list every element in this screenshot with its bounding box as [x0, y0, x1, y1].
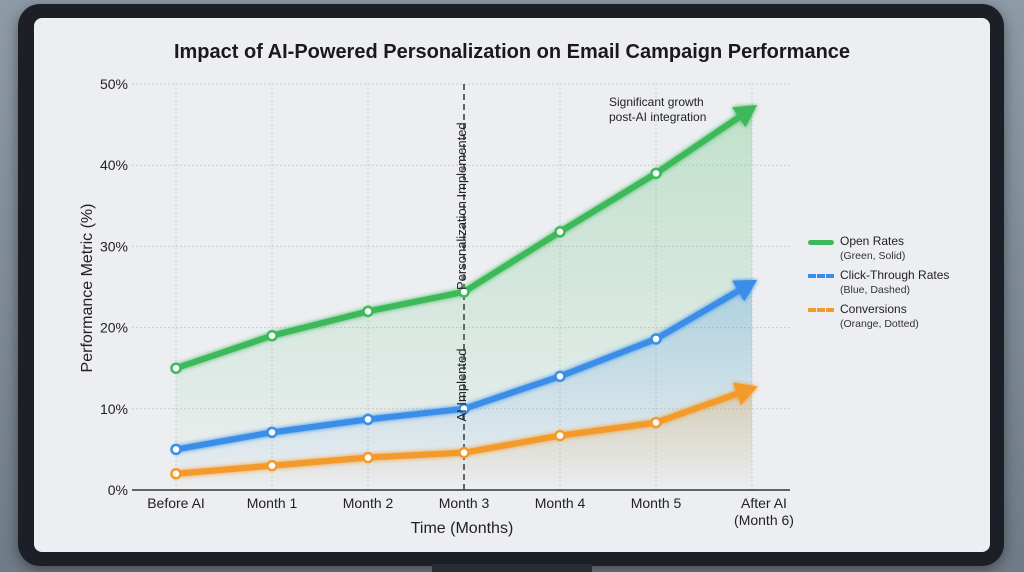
x-axis-label: Time (Months) [411, 520, 514, 537]
x-tick-label: Month 5 [631, 495, 682, 511]
legend-item-click-through: Click-Through Rates (Blue, Dashed) [808, 268, 949, 296]
y-axis-label: Performance Metric (%) [79, 204, 96, 373]
data-point [554, 226, 566, 238]
annotation-personalization: Personalization Implemented [454, 122, 469, 290]
x-tick-label: Month 2 [343, 495, 394, 511]
data-point [650, 416, 662, 429]
legend-label: Open Rates [840, 234, 905, 248]
x-tick-label: Before AI [147, 495, 205, 511]
data-point [362, 305, 374, 318]
data-point [362, 413, 374, 426]
data-point [650, 333, 662, 345]
data-point [554, 370, 566, 383]
data-point [650, 167, 662, 180]
series-arrow-icon [732, 104, 757, 128]
legend-sublabel: (Green, Solid) [840, 250, 906, 262]
legend-swatch-orange [808, 308, 834, 312]
data-point [170, 362, 182, 374]
data-point [458, 286, 470, 298]
area-fill-2 [176, 388, 752, 490]
data-point [266, 329, 278, 342]
data-point [266, 459, 278, 472]
annotation-growth-line2: post-AI integration [609, 110, 706, 124]
y-tick-label: 10% [100, 401, 128, 417]
legend-sublabel: (Orange, Dotted) [840, 318, 919, 330]
chart-title: Impact of AI-Powered Personalization on … [174, 41, 850, 63]
series-arrow-icon [732, 382, 758, 406]
legend: Open Rates (Green, Solid) Click-Through R… [808, 234, 949, 336]
data-point [170, 443, 182, 456]
data-point [170, 468, 182, 480]
annotation-ai-implemented: AI Implented [454, 349, 469, 422]
legend-item-open-rates: Open Rates (Green, Solid) [808, 234, 949, 262]
y-tick-label: 50% [100, 76, 128, 92]
x-tick-label: After AI [741, 495, 787, 511]
y-tick-label: 0% [108, 482, 128, 498]
legend-item-conversions: Conversions (Orange, Dotted) [808, 302, 949, 330]
legend-label: Click-Through Rates [840, 268, 950, 282]
data-point [362, 451, 374, 464]
y-tick-label: 40% [100, 157, 128, 173]
x-tick-label: Month 4 [535, 495, 586, 511]
data-point [458, 403, 470, 415]
legend-label: Conversions [840, 302, 907, 316]
legend-sublabel: (Blue, Dashed) [840, 284, 911, 296]
annotation-growth-line1: Significant growth [609, 95, 704, 109]
legend-swatch-blue [808, 274, 834, 278]
y-tick-label: 30% [100, 238, 128, 254]
y-tick-label: 20% [100, 320, 128, 336]
x-tick-label: Month 1 [247, 495, 298, 511]
data-point [458, 446, 470, 459]
x-tick-label: (Month 6) [734, 512, 794, 528]
series-arrow-icon [732, 279, 758, 302]
data-point [554, 429, 566, 442]
monitor-stand [432, 564, 592, 572]
x-tick-label: Month 3 [439, 495, 490, 511]
data-point [266, 426, 278, 439]
legend-swatch-green [808, 240, 834, 245]
